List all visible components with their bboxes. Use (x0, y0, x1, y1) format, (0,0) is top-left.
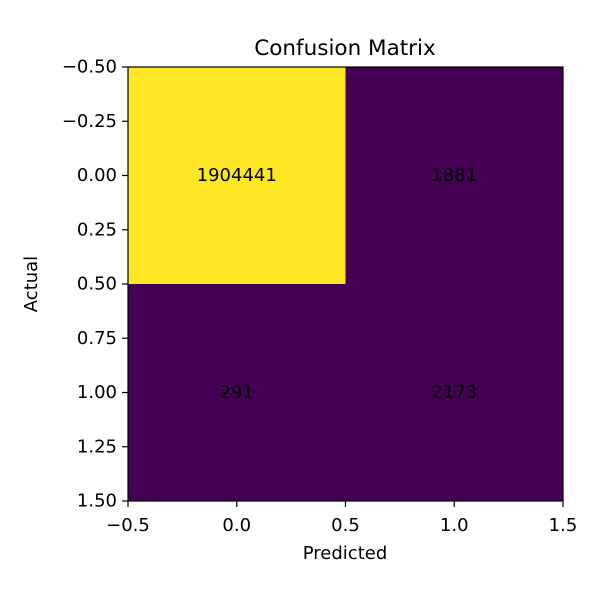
cell-label-r1-c1: 2173 (431, 382, 477, 403)
y-tick-label: 0.00 (77, 165, 117, 186)
x-tick-label: 1.5 (549, 515, 578, 536)
y-tick-label: 1.25 (77, 436, 117, 457)
y-tick-label: 0.25 (77, 219, 117, 240)
heatmap-cell-labels: 1904441 1881 291 2173 (197, 165, 477, 403)
x-tick-label: 1.0 (440, 515, 469, 536)
x-tick-label: −0.5 (106, 515, 150, 536)
y-axis-label: Actual (21, 256, 42, 312)
heatmap-cell-r1-c1 (345, 284, 563, 501)
y-axis-ticks: −0.50 −0.25 0.00 0.25 0.50 0.75 1.00 1.25 1.50 (62, 57, 128, 512)
heatmap-cell-r0-c0 (128, 67, 346, 284)
heatmap-cell-r0-c1 (345, 67, 563, 284)
cell-label-r0-c0: 1904441 (197, 165, 277, 186)
x-axis-ticks: −0.5 0.0 0.5 1.0 1.5 (106, 501, 577, 536)
y-tick-label: 1.00 (77, 382, 117, 403)
x-tick-label: 0.5 (331, 515, 360, 536)
x-axis-label: Predicted (303, 543, 388, 564)
y-tick-label: −0.50 (62, 57, 117, 78)
cell-label-r1-c0: 291 (220, 382, 254, 403)
chart-title: Confusion Matrix (254, 36, 436, 61)
y-tick-label: 0.75 (77, 328, 117, 349)
cell-label-r0-c1: 1881 (431, 165, 477, 186)
y-tick-label: −0.25 (62, 111, 117, 132)
x-tick-label: 0.0 (222, 515, 251, 536)
y-tick-label: 0.50 (77, 274, 117, 295)
heatmap-cell-r1-c0 (128, 284, 346, 501)
heatmap-cells (128, 67, 563, 501)
y-tick-label: 1.50 (77, 491, 117, 512)
